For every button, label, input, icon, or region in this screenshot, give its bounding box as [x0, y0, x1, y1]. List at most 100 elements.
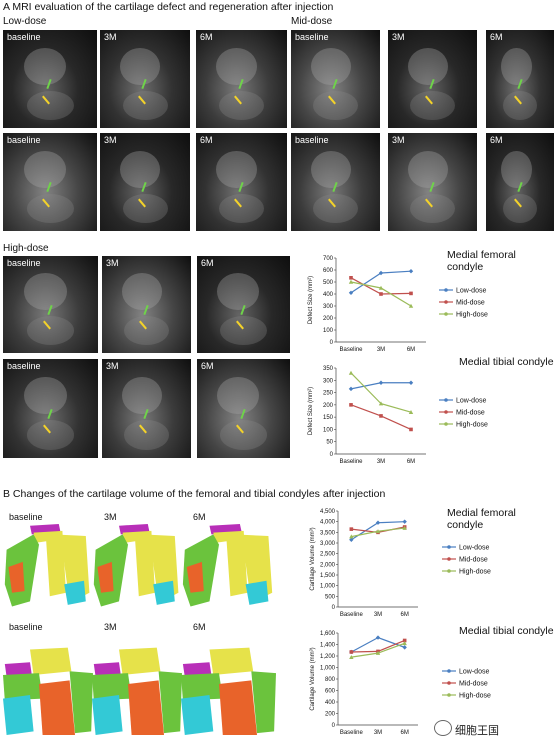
model-segment [181, 673, 223, 701]
chart-defect-femoral: 0 100 200 300 400 500 600 700 Baseline 3M 6M Defect… [308, 256, 488, 353]
model-segment [119, 647, 161, 675]
bone-shape [124, 420, 169, 451]
legend-marker [444, 312, 448, 316]
data-point [379, 292, 383, 296]
y-tick-label: 400 [323, 292, 334, 298]
bone-shape [122, 90, 168, 121]
legend-label: Low-dose [456, 398, 486, 405]
cartilage-3d-model [3, 644, 93, 735]
mri-image: baseline [3, 30, 97, 128]
model-segment [92, 694, 123, 735]
y-tick-label: 100 [323, 427, 334, 433]
y-tick-label: 200 [325, 712, 336, 718]
chart-title-a1: Medial femoral condyle [447, 249, 516, 273]
bone-shape [410, 193, 455, 224]
bone-shape [407, 47, 448, 85]
y-tick-label: 500 [323, 280, 334, 286]
group-label-high: High-dose [3, 243, 49, 254]
timepoint-label: 3M [106, 361, 119, 371]
timepoint-label: 6M [200, 135, 213, 145]
bone-shape [220, 420, 267, 451]
data-point [349, 534, 354, 539]
y-tick-label: 600 [325, 689, 336, 695]
mri-image: baseline [291, 133, 380, 231]
legend-marker [444, 398, 448, 402]
model-segment [182, 662, 212, 677]
model-segment [251, 671, 276, 734]
timepoint-label: baseline [7, 32, 41, 42]
x-tick-label: 6M [407, 347, 415, 353]
model-segment [92, 673, 132, 701]
y-tick-label: 100 [323, 328, 334, 334]
bone-shape [218, 193, 265, 224]
bone-shape [23, 150, 66, 188]
model-segment [39, 680, 75, 735]
legend-marker [444, 422, 448, 426]
y-tick-label: 1,000 [320, 666, 336, 672]
legend-marker [447, 569, 451, 573]
x-tick-label: 3M [377, 347, 385, 353]
y-tick-label: 1,600 [320, 631, 336, 637]
mri-image: baseline [291, 30, 380, 128]
timepoint-label: baseline [7, 361, 41, 371]
data-point [375, 529, 381, 534]
bone-shape [23, 273, 67, 311]
model-segment [8, 561, 25, 593]
legend-label: High-dose [459, 693, 491, 700]
legend-marker [447, 693, 451, 697]
bone-shape [310, 47, 351, 85]
panel-b-title: B Changes of the cartilage volume of the… [3, 488, 386, 500]
cartilage-3d-model [181, 644, 276, 735]
model-segment [64, 580, 86, 605]
data-point [348, 370, 354, 375]
legend-marker [444, 288, 448, 292]
bone-shape [122, 193, 168, 224]
model-segment [128, 680, 164, 735]
y-axis-label: Cartilage Volume (mm³) [310, 647, 316, 710]
bone-shape [220, 316, 267, 346]
x-tick-label: 3M [374, 612, 382, 618]
cartilage-3d-model [92, 644, 182, 735]
model-segment [3, 673, 43, 701]
bone-shape [410, 90, 455, 121]
timepoint-label: 6M [201, 361, 214, 371]
model-segment [122, 530, 155, 597]
y-tick-label: 2,500 [320, 552, 336, 558]
bone-shape [26, 316, 75, 346]
x-tick-label: 3M [377, 459, 385, 465]
cartilage-3d-model [92, 524, 182, 610]
legend-marker [447, 669, 451, 673]
data-point [378, 285, 384, 290]
mri-image: 6M [486, 133, 554, 231]
mri-image: 3M [388, 133, 477, 231]
cartilage-3d-model [3, 524, 93, 610]
group-label-mid: Mid-dose [291, 16, 333, 27]
x-tick-label: 6M [400, 612, 408, 618]
timepoint-label: 3M [106, 258, 119, 268]
mri-image: 6M [197, 359, 290, 458]
timepoint-label: baseline [7, 258, 41, 268]
timepoint-label: 6M [490, 32, 503, 42]
timepoint-label: baseline [9, 512, 43, 522]
data-point [378, 270, 384, 276]
bone-shape [26, 90, 74, 121]
timepoint-label: 6M [201, 258, 214, 268]
bone-shape [23, 47, 66, 85]
data-point [348, 290, 354, 295]
model-segment [4, 662, 32, 677]
y-tick-label: 300 [323, 378, 334, 384]
y-tick-label: 1,200 [320, 654, 336, 660]
timepoint-label: 3M [392, 135, 405, 145]
data-point [349, 403, 353, 407]
mri-image: 6M [196, 133, 287, 231]
timepoint-label: 3M [392, 32, 405, 42]
y-tick-label: 0 [332, 605, 336, 611]
legend-marker [447, 681, 451, 685]
group-label-low: Low-dose [3, 16, 47, 27]
data-point [402, 645, 407, 650]
data-point [402, 519, 407, 524]
model-segment [153, 580, 175, 605]
y-tick-label: 3,500 [320, 530, 336, 536]
legend-marker [447, 557, 451, 561]
mri-image: 3M [102, 256, 191, 353]
